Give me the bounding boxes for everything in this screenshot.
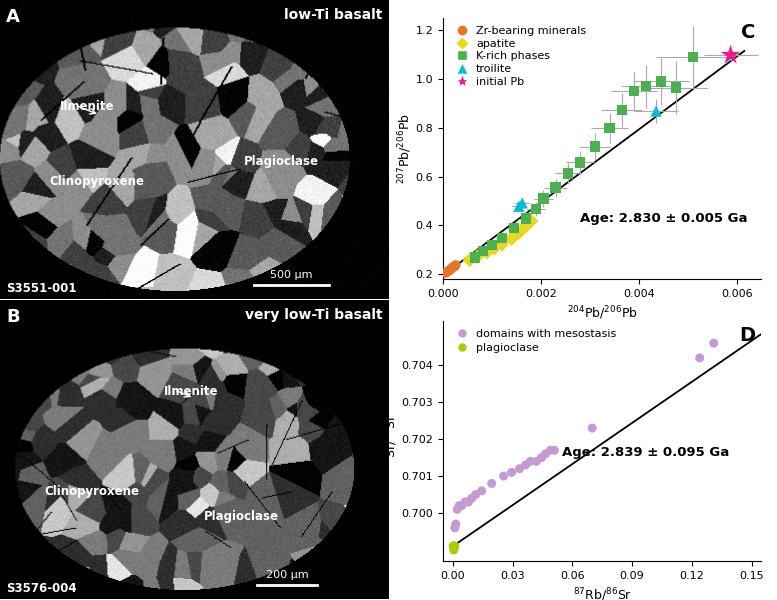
Text: Clinopyroxene: Clinopyroxene xyxy=(50,175,145,188)
Point xyxy=(448,541,460,551)
Point xyxy=(520,214,532,223)
Point xyxy=(537,194,549,203)
Point xyxy=(549,445,561,455)
Legend: domains with mesostasis, plagioclase: domains with mesostasis, plagioclase xyxy=(448,326,618,355)
Point xyxy=(505,467,517,477)
Point xyxy=(441,267,454,277)
Legend: Zr-bearing minerals, apatite, K-rich phases, troilite, initial Pb: Zr-bearing minerals, apatite, K-rich pha… xyxy=(448,23,588,89)
Point xyxy=(448,541,460,551)
Point xyxy=(476,486,488,496)
Point xyxy=(708,338,720,348)
Point xyxy=(724,50,737,60)
Point xyxy=(586,423,598,433)
Point xyxy=(670,83,682,92)
Point xyxy=(514,464,526,473)
Point xyxy=(455,501,468,511)
Point xyxy=(539,449,552,459)
Text: Age: 2.830 ± 0.005 Ga: Age: 2.830 ± 0.005 Ga xyxy=(580,212,747,224)
Point xyxy=(574,158,587,167)
Point xyxy=(444,265,457,274)
Point xyxy=(519,222,531,232)
Point xyxy=(469,490,482,499)
Text: low-Ti basalt: low-Ti basalt xyxy=(284,8,382,22)
Point xyxy=(603,123,615,133)
Point xyxy=(562,169,574,178)
Point xyxy=(448,545,460,555)
Text: Age: 2.839 ± 0.095 Ga: Age: 2.839 ± 0.095 Ga xyxy=(563,446,730,458)
Point xyxy=(486,241,498,250)
Point xyxy=(505,234,517,244)
Point xyxy=(464,255,476,265)
Point xyxy=(525,216,538,226)
Point xyxy=(449,260,462,270)
Point xyxy=(694,353,706,363)
Point xyxy=(655,77,667,86)
Point xyxy=(544,445,556,455)
Point xyxy=(451,505,463,514)
Point xyxy=(465,493,478,503)
Point xyxy=(549,183,562,193)
Point xyxy=(497,471,510,481)
X-axis label: $^{87}$Rb/$^{86}$Sr: $^{87}$Rb/$^{86}$Sr xyxy=(573,586,632,600)
Point xyxy=(640,82,653,91)
Point xyxy=(448,541,461,551)
Y-axis label: $^{87}$Sr/$^{86}$Sr: $^{87}$Sr/$^{86}$Sr xyxy=(382,413,400,469)
Point xyxy=(459,497,472,507)
Point xyxy=(513,202,525,211)
Point xyxy=(513,228,525,238)
Point xyxy=(496,239,508,249)
Point xyxy=(488,243,500,253)
Text: very low-Ti basalt: very low-Ti basalt xyxy=(245,308,382,322)
Text: Plagioclase: Plagioclase xyxy=(244,155,319,168)
Point xyxy=(589,142,601,151)
Point xyxy=(448,541,461,551)
Text: Ilmenite: Ilmenite xyxy=(60,100,114,113)
Text: B: B xyxy=(6,308,19,326)
Text: A: A xyxy=(6,8,20,26)
Point xyxy=(687,52,699,62)
Point xyxy=(447,262,459,272)
Text: D: D xyxy=(739,326,755,345)
X-axis label: $^{204}$Pb/$^{206}$Pb: $^{204}$Pb/$^{206}$Pb xyxy=(566,304,638,322)
Point xyxy=(469,253,481,262)
Point xyxy=(477,246,490,256)
Point xyxy=(481,247,493,257)
Point xyxy=(447,541,459,551)
Point xyxy=(496,233,508,243)
Point xyxy=(507,223,520,233)
Point xyxy=(453,501,465,511)
Point xyxy=(516,198,528,208)
Text: C: C xyxy=(740,23,755,42)
Point xyxy=(486,479,498,488)
Point xyxy=(519,460,531,470)
Point xyxy=(443,266,455,275)
Text: 500 μm: 500 μm xyxy=(270,270,312,280)
Point xyxy=(535,453,548,463)
Point xyxy=(471,252,483,262)
Text: Clinopyroxene: Clinopyroxene xyxy=(45,485,140,498)
Text: Ilmenite: Ilmenite xyxy=(165,385,219,398)
Point xyxy=(615,105,628,115)
Point xyxy=(530,457,542,466)
Point xyxy=(448,541,460,551)
Point xyxy=(439,268,451,278)
Point xyxy=(448,262,461,271)
Text: S3551-001: S3551-001 xyxy=(6,282,76,295)
Point xyxy=(530,204,542,214)
Text: S3576-004: S3576-004 xyxy=(6,582,77,595)
Point xyxy=(448,523,461,533)
Point xyxy=(450,519,462,529)
Y-axis label: $^{207}$Pb/$^{206}$Pb: $^{207}$Pb/$^{206}$Pb xyxy=(396,113,414,184)
Point xyxy=(446,263,458,272)
Text: 200 μm: 200 μm xyxy=(266,570,308,580)
Point xyxy=(524,457,537,466)
Point xyxy=(628,86,640,96)
Text: Plagioclase: Plagioclase xyxy=(204,510,279,523)
Point xyxy=(462,497,475,507)
Point xyxy=(650,106,662,116)
